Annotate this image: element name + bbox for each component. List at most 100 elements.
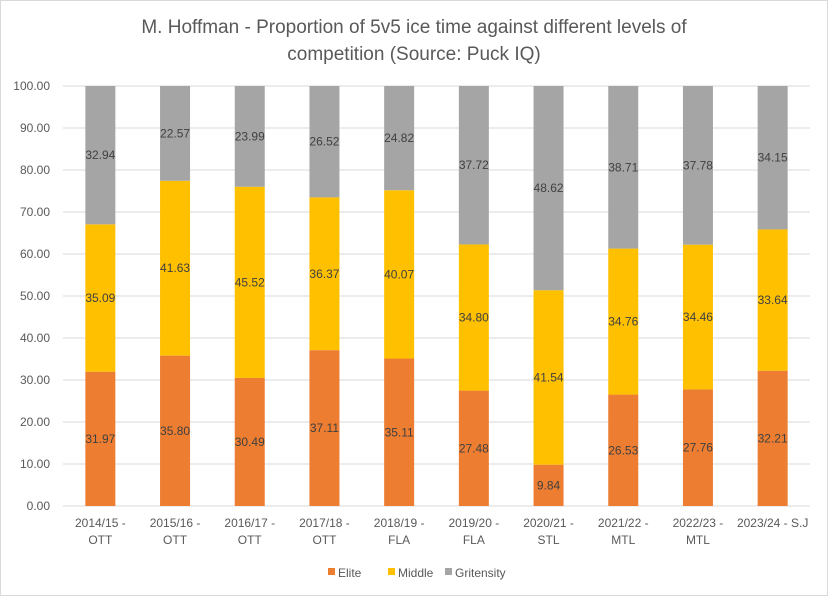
legend-swatch-elite: [328, 568, 335, 575]
x-tick-label: 2021/22 -: [598, 516, 649, 530]
bars: [85, 86, 788, 506]
y-tick-label: 10.00: [20, 457, 50, 471]
x-tick-label: 2018/19 -: [374, 516, 425, 530]
y-tick-label: 30.00: [20, 373, 50, 387]
data-label-elite: 27.76: [683, 441, 713, 455]
x-tick-label: 2019/20 -: [448, 516, 499, 530]
bar-gritensity: [234, 86, 265, 187]
bar-middle: [160, 180, 191, 356]
x-tick-label: OTT: [312, 533, 337, 547]
bar-elite: [608, 394, 639, 506]
bar-gritensity: [309, 86, 340, 198]
data-label-gritensity: 26.52: [309, 135, 339, 149]
legend-swatch-gritensity: [445, 568, 452, 575]
x-tick-label: OTT: [238, 533, 263, 547]
x-tick-label: STL: [538, 533, 560, 547]
data-label-gritensity: 24.82: [384, 131, 414, 145]
bar-middle: [682, 244, 713, 390]
legend: Elite Middle Gritensity: [328, 566, 506, 580]
data-label-middle: 41.63: [160, 261, 190, 275]
data-label-elite: 31.97: [85, 432, 115, 446]
data-label-gritensity: 32.94: [85, 148, 115, 162]
legend-label-elite: Elite: [338, 566, 362, 580]
data-label-gritensity: 23.99: [235, 129, 265, 143]
bar-gritensity: [160, 86, 191, 181]
bar-middle: [234, 186, 265, 378]
y-tick-label: 60.00: [20, 247, 50, 261]
y-tick-label: 0.00: [27, 499, 51, 513]
y-tick-label: 90.00: [20, 121, 50, 135]
x-tick-label: 2014/15 -: [75, 516, 126, 530]
data-label-middle: 36.37: [309, 267, 339, 281]
bar-elite: [533, 464, 564, 506]
data-label-gritensity: 34.15: [758, 151, 788, 165]
data-label-elite: 35.80: [160, 424, 190, 438]
chart-title: M. Hoffman - Proportion of 5v5 ice time …: [0, 14, 828, 68]
bar-gritensity: [757, 86, 788, 230]
bar-gritensity: [533, 86, 564, 291]
data-label-elite: 9.84: [537, 478, 561, 492]
x-tick-label: FLA: [388, 533, 410, 547]
data-label-middle: 35.09: [85, 291, 115, 305]
data-label-gritensity: 37.72: [459, 158, 489, 172]
chart-title-line-2: competition (Source: Puck IQ): [287, 44, 541, 65]
data-label-elite: 30.49: [235, 435, 265, 449]
x-tick-label: MTL: [686, 533, 710, 547]
x-tick-label: 2016/17 -: [224, 516, 275, 530]
data-label-gritensity: 37.78: [683, 158, 713, 172]
legend-label-middle: Middle: [398, 566, 434, 580]
bar-gritensity: [608, 86, 639, 249]
y-tick-label: 20.00: [20, 415, 50, 429]
x-axis: 2014/15 - OTT 2015/16 - OTT 2016/17 - OTT 2017…: [75, 516, 808, 547]
bar-elite: [309, 350, 340, 506]
data-label-elite: 27.48: [459, 441, 489, 455]
bar-gritensity: [85, 86, 116, 225]
x-tick-label: 2020/21 -: [523, 516, 574, 530]
data-label-elite: 32.21: [758, 431, 788, 445]
data-label-middle: 34.76: [608, 315, 638, 329]
bar-middle: [384, 190, 415, 359]
bar-middle: [533, 290, 564, 465]
x-tick-label: 2023/24 - S.J: [737, 516, 808, 530]
x-tick-label: 2017/18 -: [299, 516, 350, 530]
chart-title-line-1: M. Hoffman - Proportion of 5v5 ice time …: [141, 17, 687, 38]
bar-elite: [682, 389, 713, 506]
bar-middle: [309, 197, 340, 351]
bar-middle: [608, 248, 639, 395]
y-tick-label: 80.00: [20, 163, 50, 177]
legend-swatch-middle: [388, 568, 395, 575]
data-label-gritensity: 38.71: [608, 160, 638, 174]
x-tick-label: OTT: [163, 533, 188, 547]
bar-elite: [757, 370, 788, 506]
bar-gritensity: [682, 86, 713, 245]
y-tick-label: 100.00: [13, 79, 50, 93]
bar-middle: [757, 229, 788, 371]
y-tick-label: 40.00: [20, 331, 50, 345]
data-label-elite: 37.11: [310, 421, 339, 435]
bar-elite: [234, 377, 265, 506]
data-label-middle: 34.46: [683, 310, 713, 324]
data-label-gritensity: 48.62: [534, 181, 564, 195]
data-label-middle: 34.80: [459, 311, 489, 325]
bar-elite: [384, 358, 415, 506]
bar-gritensity: [458, 86, 489, 245]
bar-middle: [85, 224, 116, 372]
x-tick-label: FLA: [463, 533, 485, 547]
bar-gritensity: [384, 86, 415, 191]
y-tick-label: 70.00: [20, 205, 50, 219]
y-axis: 0.00 10.00 20.00 30.00 40.00 50.00 60.00 70.00 8…: [13, 79, 50, 513]
data-label-middle: 45.52: [235, 275, 265, 289]
bar-middle: [458, 244, 489, 391]
data-label-elite: 26.53: [608, 443, 638, 457]
data-label-gritensity: 22.57: [160, 126, 190, 140]
y-tick-label: 50.00: [20, 289, 50, 303]
data-labels: 31.97 35.09 32.94 35.80 41.63 22.57 30.49 45.52…: [85, 126, 788, 492]
legend-label-gritensity: Gritensity: [455, 566, 506, 580]
bar-elite: [458, 390, 489, 506]
bar-elite: [85, 371, 116, 506]
data-label-middle: 33.64: [758, 293, 788, 307]
x-tick-label: OTT: [88, 533, 113, 547]
x-tick-label: 2022/23 -: [673, 516, 724, 530]
data-label-middle: 40.07: [384, 267, 414, 281]
data-label-elite: 35.11: [385, 425, 414, 439]
